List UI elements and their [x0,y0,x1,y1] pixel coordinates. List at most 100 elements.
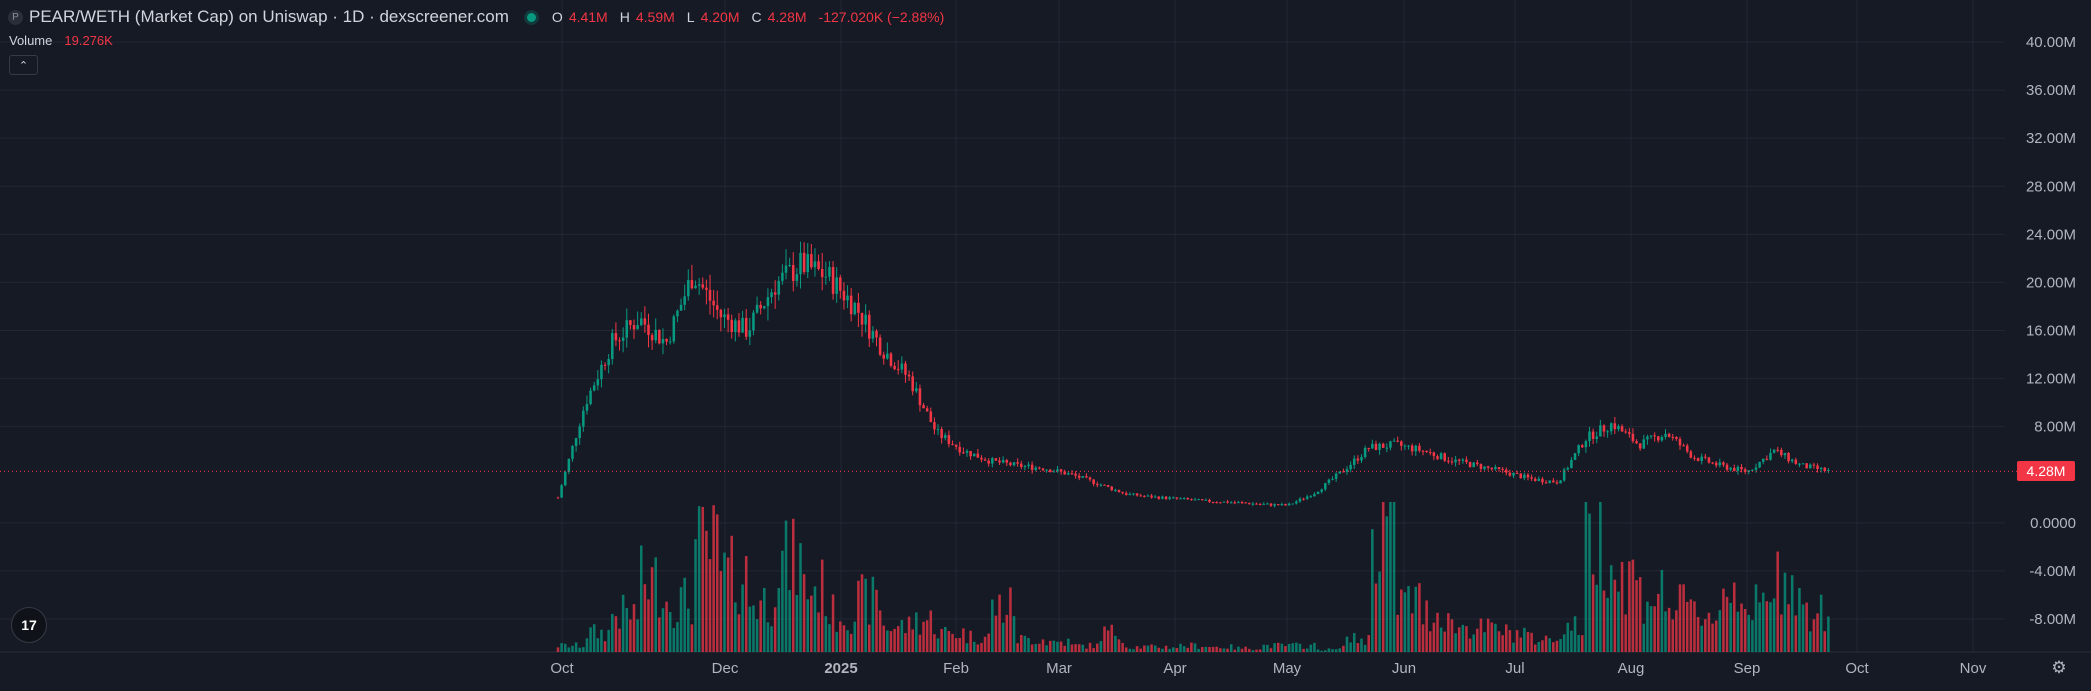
volume-bar [1320,650,1323,652]
candle-body [1541,478,1544,483]
volume-bar [585,638,589,652]
volume-bar [1059,641,1063,652]
volume-bar [697,506,701,652]
volume-bar [1233,649,1237,652]
candle-body [1114,489,1117,491]
volume-bar [1544,635,1548,652]
volume-bar [773,607,777,652]
volume-bar [1555,640,1559,652]
volume-bar [1331,649,1334,652]
candle-body [1609,423,1613,432]
volume-bar [1664,611,1667,652]
volume-bar [1631,559,1635,652]
candle-body [1548,480,1551,483]
volume-bar [1457,627,1461,652]
x-tick-label: Jun [1392,660,1416,677]
settings-button[interactable]: ⚙ [2049,658,2069,678]
candle-body [737,320,741,333]
candle-body [987,460,990,464]
volume-bar [1693,601,1696,652]
candle-body [1649,435,1653,437]
candle-body [1497,467,1501,469]
volume-bar [1671,619,1675,652]
candle-body [715,305,719,310]
candle-body [1316,491,1320,495]
volume-bar [1425,600,1428,652]
candle-body [889,353,893,366]
candle-body [1284,504,1287,506]
candle-body [589,390,592,405]
volume-bar [911,629,914,652]
candle-body [896,369,900,371]
candle-body [1436,456,1439,460]
volume-bar [1385,516,1389,652]
candle-body [1128,493,1132,495]
volume-bar [929,610,933,652]
candle-body [1439,453,1443,460]
volume-bar [951,633,954,652]
volume-bar [915,612,918,652]
volume-bar [1581,635,1584,652]
candle-body [1407,445,1410,447]
volume-bar [1439,627,1443,652]
candle-body [1385,447,1389,449]
volume-bar [1769,602,1772,652]
volume-bar [763,587,766,652]
volume-bar [1027,637,1030,652]
candle-body [980,457,983,460]
candle-body [1711,462,1714,464]
volume-bar [835,631,838,652]
volume-bar [571,645,574,652]
volume-bar [1237,646,1240,652]
candle-body [1001,460,1005,463]
candle-body [1562,469,1566,481]
candle-body [1414,445,1418,452]
candle-body [1638,443,1642,449]
volume-bar [1001,622,1005,652]
candle-body [1566,468,1570,470]
x-tick-label: Aug [1618,660,1645,677]
candle-body [1816,465,1819,470]
volume-bar [1045,645,1048,652]
candle-body [1776,449,1779,451]
volume-bar [1284,646,1287,652]
volume-bar [1678,584,1682,652]
candle-body [893,365,896,370]
candle-body [1331,478,1334,480]
volume-bar [1164,645,1168,652]
volume-bar [795,594,799,652]
candle-body [1096,483,1099,486]
volume-bar [1367,635,1370,652]
candle-body [687,280,690,297]
tradingview-logo[interactable]: 17 [11,607,47,643]
volume-bar [1660,569,1664,652]
volume-bar [1208,646,1211,652]
volume-bar [708,559,712,652]
volume-bar [582,647,585,652]
candle-body [933,422,936,430]
candle-body [1595,436,1599,439]
candle-body [1454,459,1457,463]
volume-bar [759,600,762,652]
candle-body [556,497,560,499]
volume-bar [690,624,694,652]
candle-body [1048,469,1052,473]
candle-body [773,292,777,295]
volume-bar [857,580,860,652]
volume-bar [1186,647,1190,652]
candle-body [1606,431,1609,433]
candle-body [1526,474,1530,478]
volume-bar [820,559,824,652]
collapse-legend-button[interactable]: ⌃ [9,55,38,75]
volume-bar [752,605,755,652]
candle-body [748,330,752,337]
volume-bar [770,626,773,652]
volume-bar [1620,561,1624,652]
candle-body [944,435,947,439]
candle-body [1479,464,1483,469]
volume-bar [1432,622,1436,652]
candle-body [1555,482,1559,484]
volume-bar [705,530,708,652]
candle-body [853,302,857,315]
